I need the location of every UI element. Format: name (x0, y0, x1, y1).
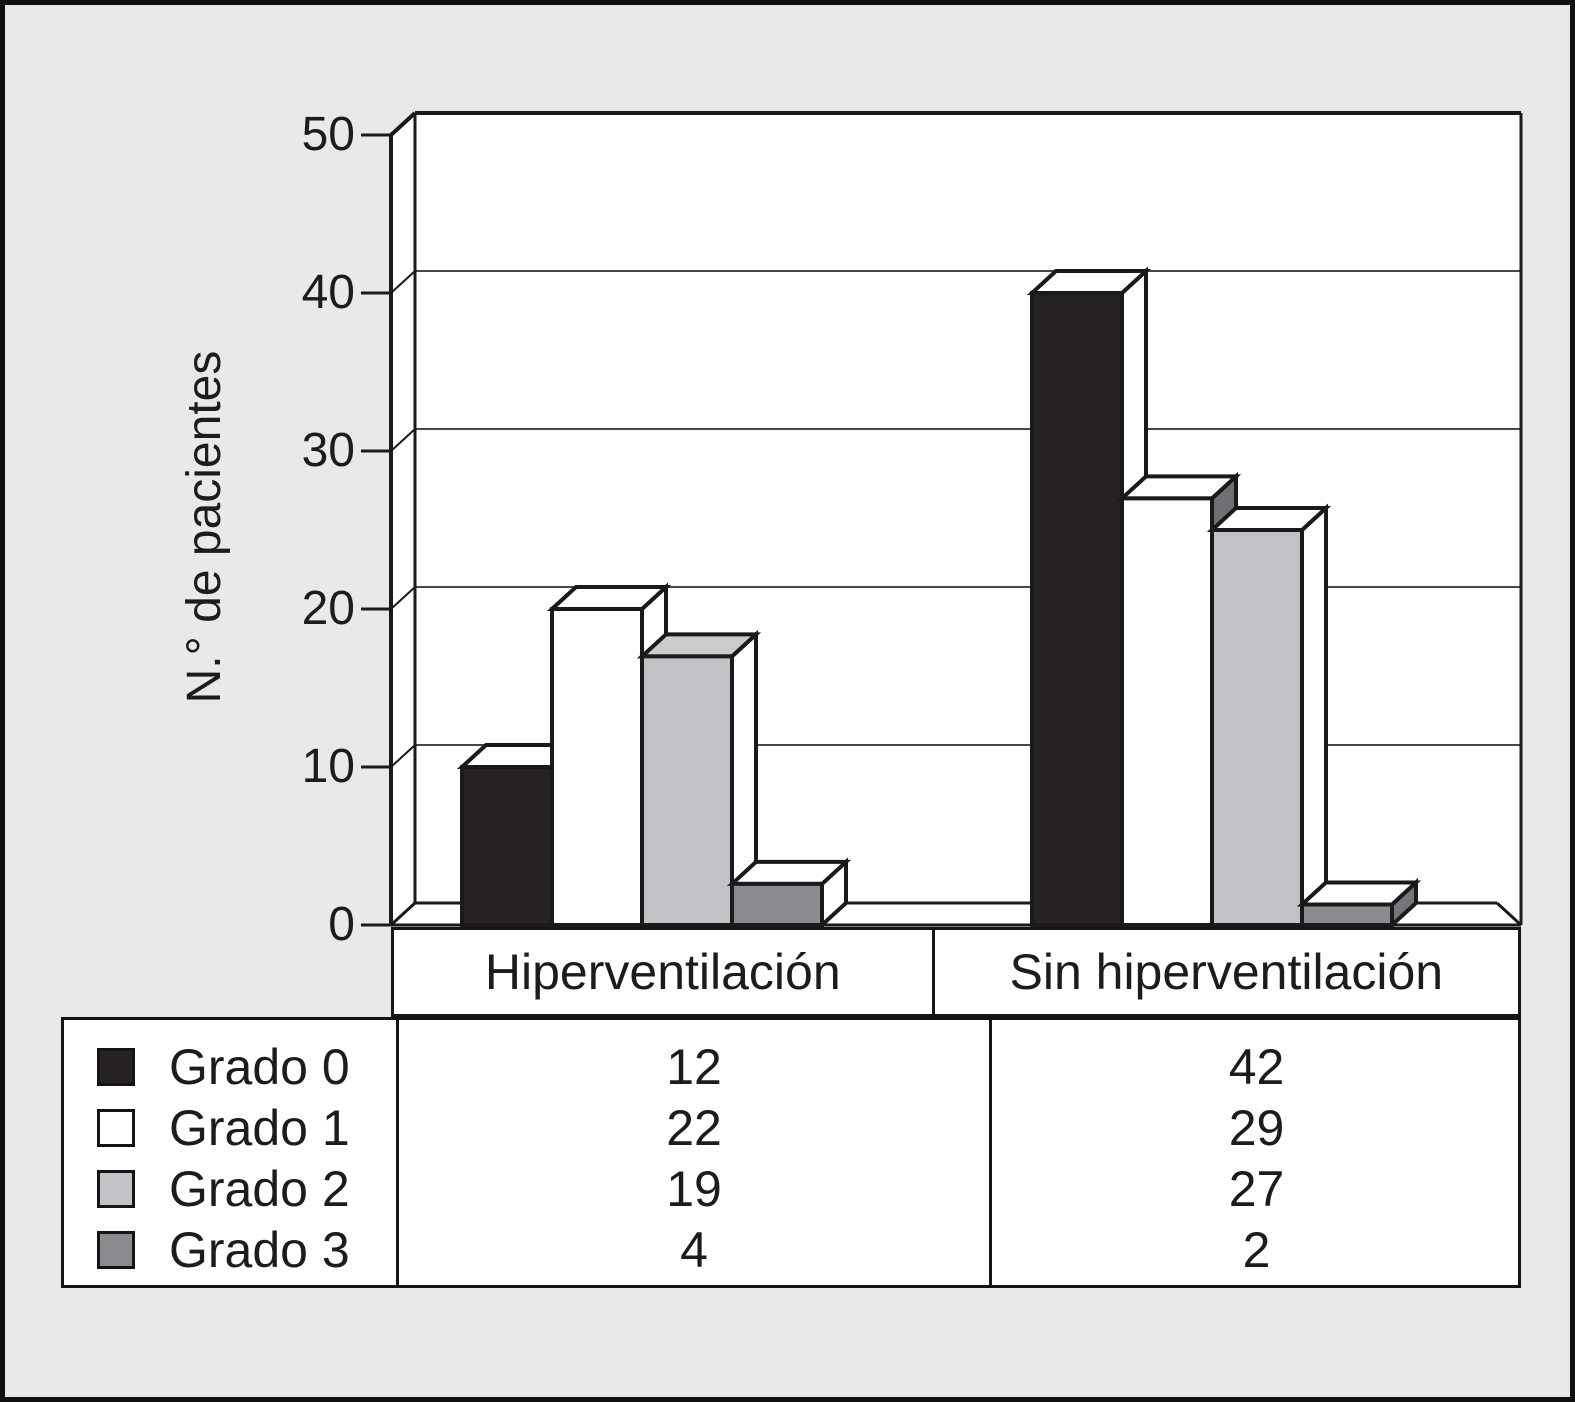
legend-swatch-grado-1 (97, 1108, 135, 1147)
table-value-grado-0-sin-hiperventilación: 42 (1228, 1038, 1285, 1095)
bar-grado-2-sin-hiperventilación (1206, 503, 1332, 930)
y-tick-label-40: 40 (301, 266, 355, 319)
bar-front-face (1300, 902, 1394, 927)
bar-front-face (640, 654, 734, 927)
bar-front-face (1120, 496, 1214, 927)
table-value-grado-1-sin-hiperventilación: 29 (1228, 1099, 1285, 1156)
category-label-sin-hiperventilacion: Sin hiperventilación (931, 930, 1518, 1014)
bar-front-face (550, 607, 644, 927)
table-value-grado-3-sin-hiperventilación: 2 (1242, 1221, 1271, 1278)
bar-front-face (460, 765, 554, 927)
tick-diagonal-10 (390, 744, 416, 768)
bar-side-face (1300, 503, 1328, 930)
legend-label: Grado 2 (169, 1160, 350, 1217)
y-axis-title: N.° de pacientes (178, 350, 231, 704)
y-tick-label-0: 0 (328, 898, 355, 951)
values-column-hiperventilacion: 12 22 19 4 (396, 1020, 989, 1285)
table-value-grado-2-hiperventilación: 19 (666, 1160, 722, 1217)
legend-label: Grado 3 (169, 1221, 350, 1278)
y-tick-label-50: 50 (301, 108, 355, 161)
legend-data-table: Grado 0 Grado 1 Grado 2 Grado 3 12 22 19 4 42 2… (61, 1017, 1521, 1288)
tick-diagonal-40 (390, 270, 416, 294)
bar-grado-2-hiperventilación (636, 629, 762, 930)
wall-top-diagonal (389, 111, 417, 137)
legend-label: Grado 0 (169, 1038, 350, 1095)
legend-row-grado-2: Grado 2 (64, 1158, 396, 1219)
legend-swatch-grado-2 (97, 1169, 135, 1208)
bar-front-face (1210, 528, 1304, 927)
category-label-hiperventilacion: Hiperventilación (484, 944, 841, 1000)
bar-grado-3-hiperventilación (726, 857, 852, 930)
legend-row-grado-3: Grado 3 (64, 1219, 396, 1280)
category-label-row: Hiperventilación Sin hiperventilación (391, 927, 1521, 1017)
table-value-grado-0-hiperventilación: 12 (666, 1038, 722, 1095)
tick-diagonal-20 (390, 586, 416, 610)
legend-label: Grado 1 (169, 1099, 350, 1156)
legend-row-grado-1: Grado 1 (64, 1097, 396, 1158)
bar-grado-3-sin-hiperventilación (1296, 877, 1422, 930)
tick-diagonal-30 (390, 428, 416, 452)
wall-bottom-diagonal (389, 901, 417, 927)
y-tick-label-20: 20 (301, 582, 355, 635)
y-tick-label-10: 10 (301, 740, 355, 793)
bar-chart-plot (361, 111, 1523, 930)
legend-swatch-grado-0 (97, 1047, 135, 1086)
bar-front-face (730, 881, 824, 927)
values-column-sin-hiperventilacion: 42 29 27 2 (989, 1020, 1521, 1285)
bar-front-face (1030, 291, 1124, 927)
table-value-grado-1-hiperventilación: 22 (666, 1099, 722, 1156)
floor-right-diagonal (1495, 901, 1523, 927)
legend-row-grado-0: Grado 0 (64, 1036, 396, 1097)
legend-column: Grado 0 Grado 1 Grado 2 Grado 3 (64, 1020, 396, 1285)
table-value-grado-3-hiperventilación: 4 (680, 1221, 708, 1278)
legend-swatch-grado-3 (97, 1230, 135, 1269)
table-value-grado-2-sin-hiperventilación: 27 (1228, 1160, 1285, 1217)
y-tick-label-30: 30 (301, 424, 355, 477)
